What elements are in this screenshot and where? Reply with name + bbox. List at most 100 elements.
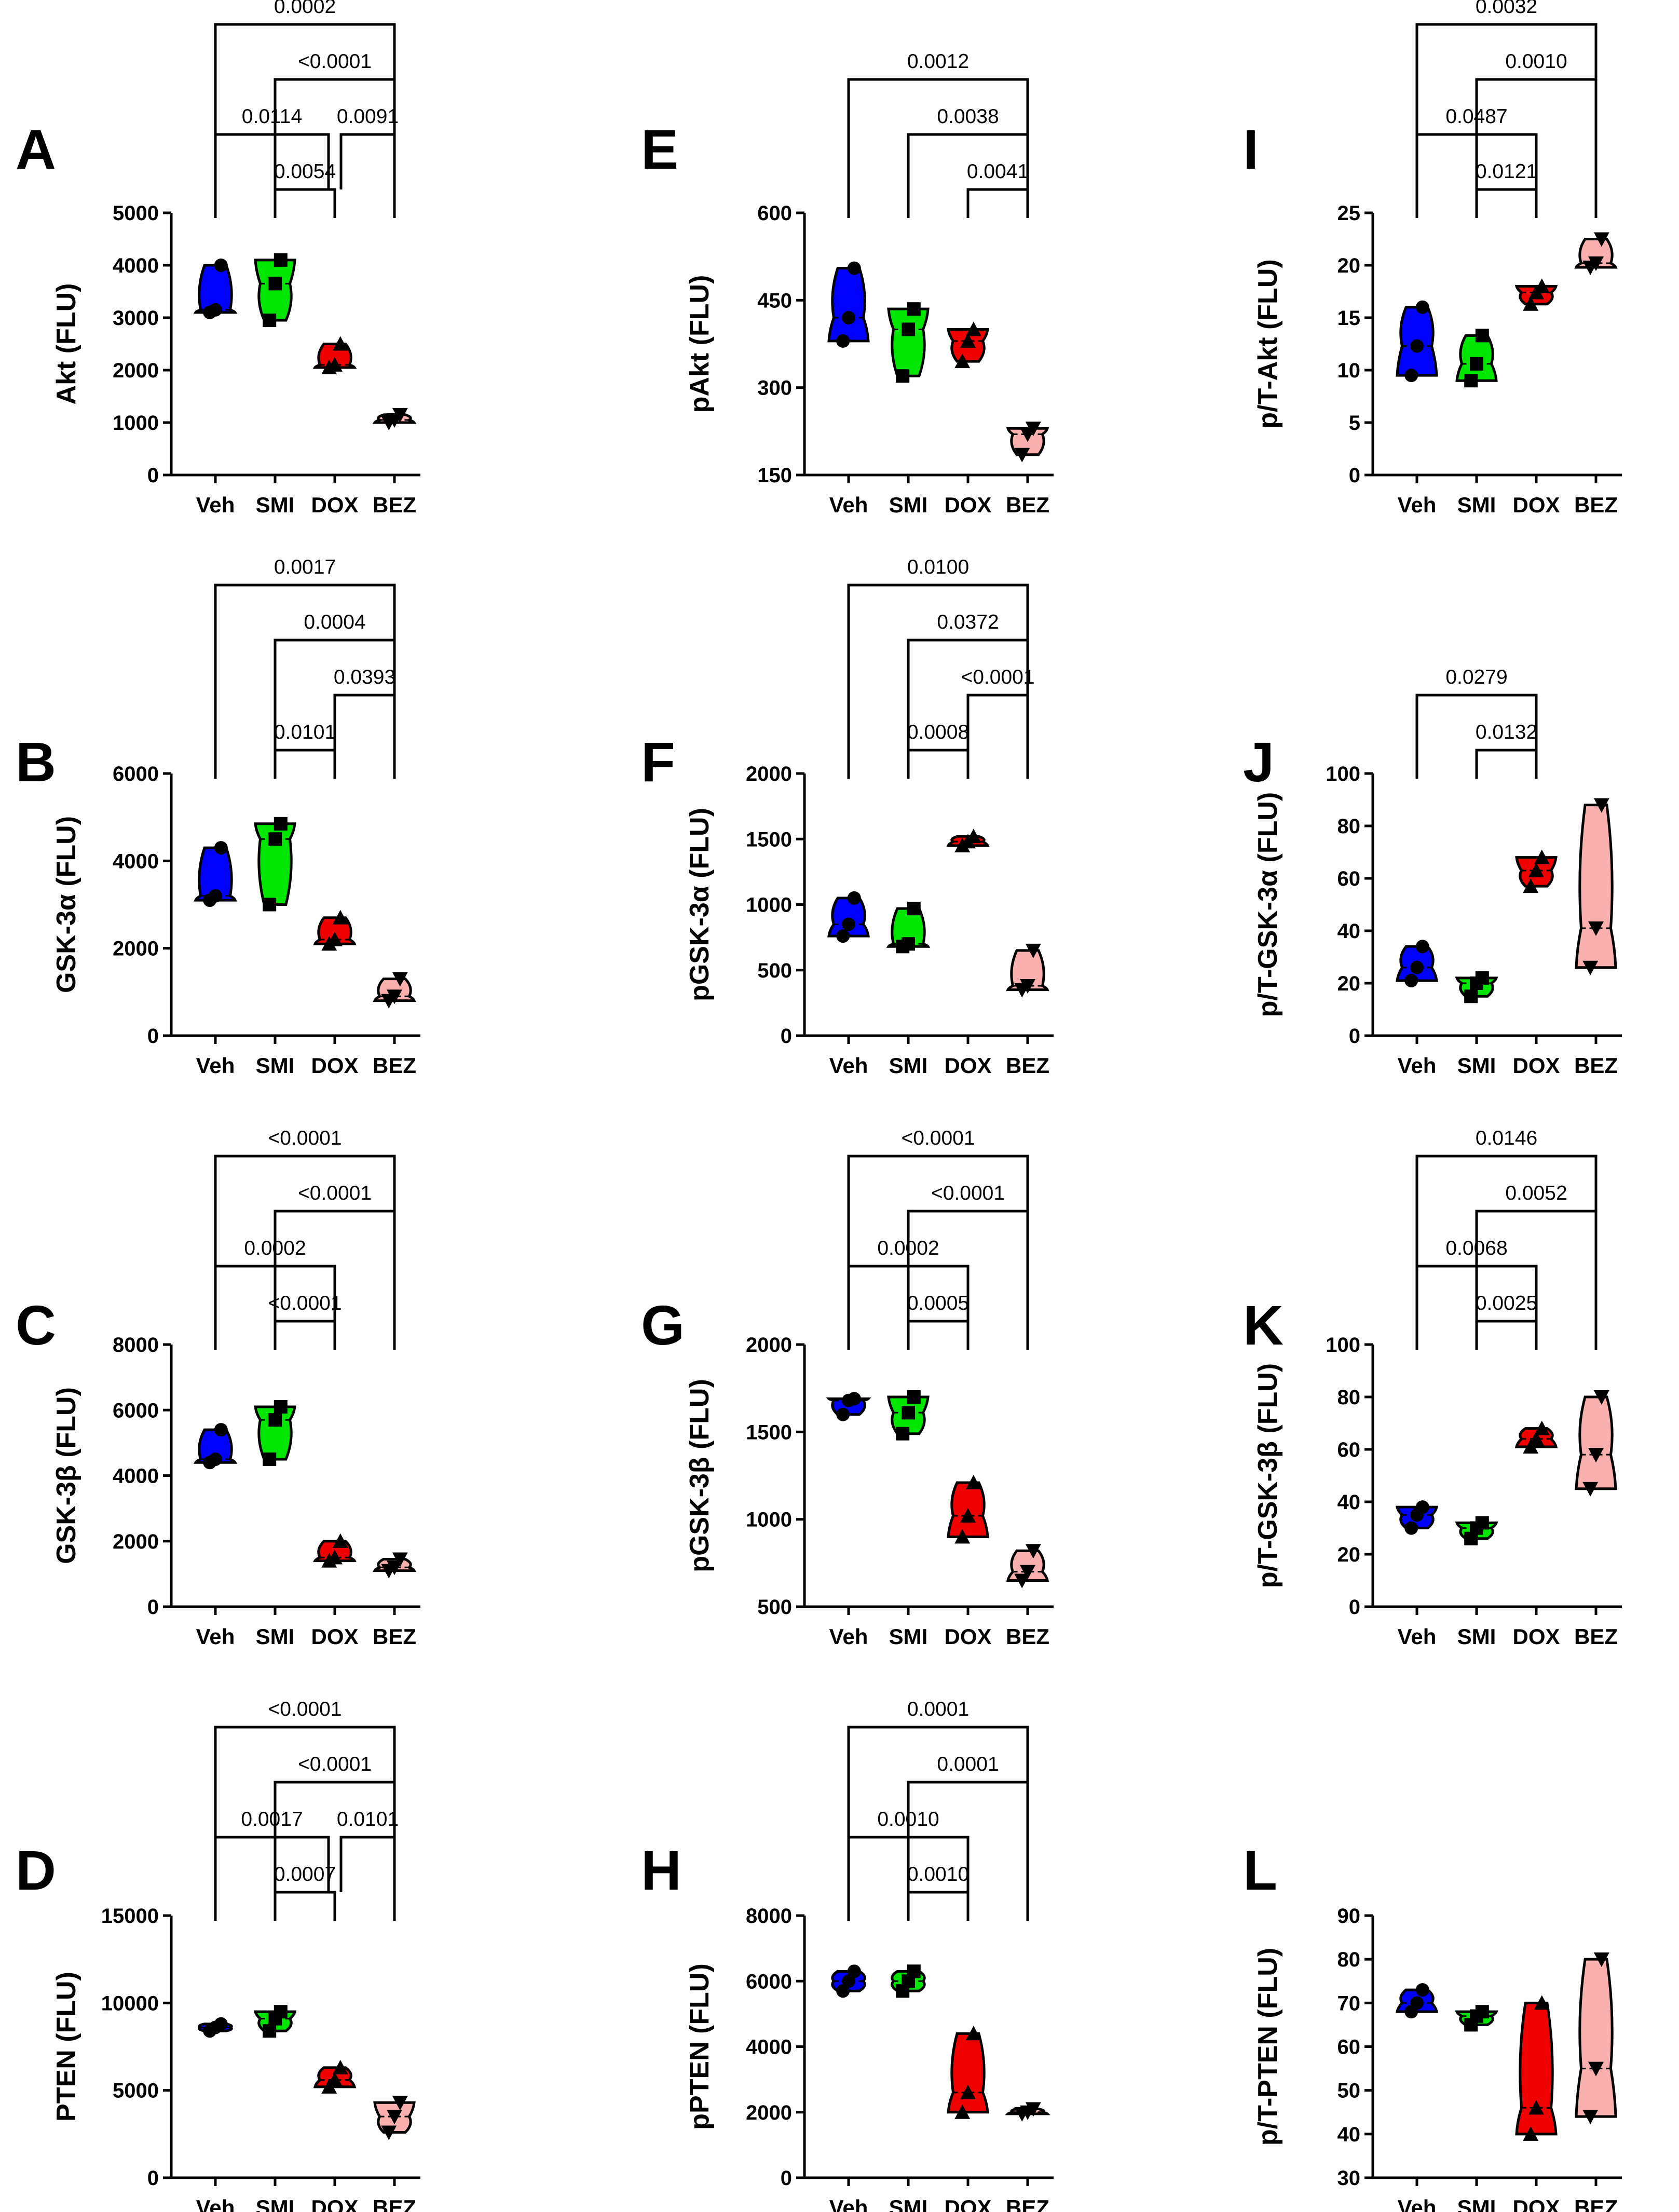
data-point	[954, 2104, 971, 2119]
data-point	[842, 311, 855, 324]
significance-bracket	[274, 1891, 336, 1921]
data-point	[1464, 374, 1478, 388]
p-value-label: 0.0010	[1505, 50, 1567, 73]
violin-veh	[194, 846, 237, 902]
data-point	[274, 253, 288, 267]
p-value-label: 0.0487	[1445, 105, 1507, 128]
y-axis-label: pAkt (FLU)	[685, 275, 715, 413]
y-tick-label: 500	[757, 959, 792, 982]
violin-bez	[1575, 804, 1617, 969]
p-value-label: 0.0008	[907, 721, 969, 743]
x-tick-label-smi: SMI	[256, 2195, 295, 2212]
x-tick-label-smi: SMI	[256, 1053, 295, 1078]
x-tick-label-bez: BEZ	[373, 2195, 416, 2212]
data-point	[1464, 989, 1478, 1003]
y-tick-label: 0	[1349, 464, 1360, 487]
data-point	[1523, 1439, 1539, 1454]
significance-bracket	[847, 583, 1029, 779]
significance-bracket	[847, 1836, 970, 1921]
significance-bracket	[333, 694, 396, 779]
data-point	[902, 1406, 915, 1420]
y-axis-label: GSK-3α (FLU)	[51, 816, 81, 993]
data-point	[1593, 1390, 1609, 1405]
data-point	[1523, 878, 1539, 893]
significance-bracket	[1415, 133, 1538, 218]
y-tick-label: 4000	[746, 2036, 792, 2059]
p-value-label: 0.0012	[907, 50, 969, 73]
x-tick-label-smi: SMI	[889, 493, 928, 517]
panel-letter: J	[1243, 730, 1274, 793]
y-tick-label: 3000	[113, 307, 159, 330]
p-value-label: 0.0010	[877, 1808, 939, 1830]
x-tick-label-bez: BEZ	[1006, 2195, 1049, 2212]
significance-bracket	[907, 749, 970, 779]
y-tick-label: 60	[1337, 2036, 1361, 2059]
y-tick-label: 1000	[746, 894, 792, 917]
data-point	[965, 1474, 981, 1489]
y-tick-label: 60	[1337, 867, 1361, 890]
data-point	[1410, 960, 1424, 974]
data-point	[209, 889, 222, 903]
x-tick-label-dox: DOX	[944, 493, 991, 517]
x-tick-label-smi: SMI	[1457, 493, 1496, 517]
data-point	[1475, 329, 1489, 343]
y-tick-label: 2000	[113, 938, 159, 960]
violin-veh	[827, 267, 870, 343]
p-value-label: 0.0007	[274, 1863, 336, 1885]
significance-bracket	[1475, 1320, 1538, 1350]
data-point	[392, 972, 408, 987]
p-value-label: 0.0017	[241, 1808, 303, 1830]
violin-dox	[947, 2032, 989, 2114]
x-tick-label-dox: DOX	[944, 1624, 991, 1649]
y-tick-label: 300	[757, 377, 792, 400]
data-point	[1534, 1420, 1550, 1435]
data-point	[896, 369, 910, 383]
y-tick-label: 450	[757, 289, 792, 312]
data-point	[274, 1400, 288, 1414]
significance-bracket	[214, 1155, 396, 1266]
data-point	[1404, 1521, 1418, 1535]
y-tick-label: 2000	[113, 359, 159, 382]
x-tick-label-dox: DOX	[311, 493, 358, 517]
significance-bracket	[214, 133, 330, 218]
data-point	[1528, 2100, 1544, 2115]
y-tick-label: 150	[757, 464, 792, 487]
x-tick-label-dox: DOX	[1512, 1624, 1560, 1649]
significance-bracket	[1415, 694, 1538, 779]
y-axis-label: PTEN (FLU)	[51, 1972, 81, 2122]
y-tick-label: 100	[1326, 763, 1360, 785]
y-tick-label: 40	[1337, 920, 1361, 943]
panel-letter: E	[641, 118, 678, 181]
x-tick-label-dox: DOX	[311, 1624, 358, 1649]
significance-bracket	[1475, 749, 1538, 779]
x-tick-label-smi: SMI	[1457, 1624, 1496, 1649]
data-point	[1582, 960, 1599, 975]
y-tick-label: 20	[1337, 1543, 1361, 1566]
y-axis-label: p/T-GSK-3α (FLU)	[1253, 792, 1283, 1017]
p-value-label: 0.0002	[244, 1237, 306, 1259]
panel-b: B GSK-3α (FLU) 0 2000 4000 6000 Veh SMI DOX BEZ 0.…	[16, 556, 420, 1078]
data-point	[214, 259, 228, 272]
y-tick-label: 2000	[746, 2101, 792, 2124]
data-point	[847, 1964, 861, 1978]
data-point	[263, 898, 277, 912]
y-tick-label: 4000	[113, 850, 159, 873]
y-tick-label: 10000	[101, 1992, 159, 2015]
p-value-label: 0.0017	[274, 556, 336, 578]
panel-c: C GSK-3β (FLU) 0 2000 4000 6000 8000 Veh SMI DOX B…	[16, 1127, 420, 1649]
panel-j: Jp/T-GSK-3α (FLU) 0 20 40 60 80 100 Veh SMI DOX BE…	[1243, 666, 1622, 1078]
y-tick-label: 25	[1337, 202, 1361, 225]
x-tick-label-smi: SMI	[1457, 2195, 1496, 2212]
panel-letter: H	[641, 1839, 681, 1902]
data-point	[954, 354, 971, 369]
data-point	[1593, 798, 1609, 813]
data-point	[1582, 1482, 1599, 1497]
p-value-label: 0.0114	[242, 105, 302, 128]
x-tick-label-smi: SMI	[889, 1053, 928, 1078]
data-point	[209, 303, 222, 317]
p-value-label: 0.0005	[907, 1292, 969, 1314]
y-tick-label: 80	[1337, 815, 1361, 838]
data-point	[1025, 1544, 1041, 1559]
p-value-label: 0.0393	[334, 666, 395, 688]
